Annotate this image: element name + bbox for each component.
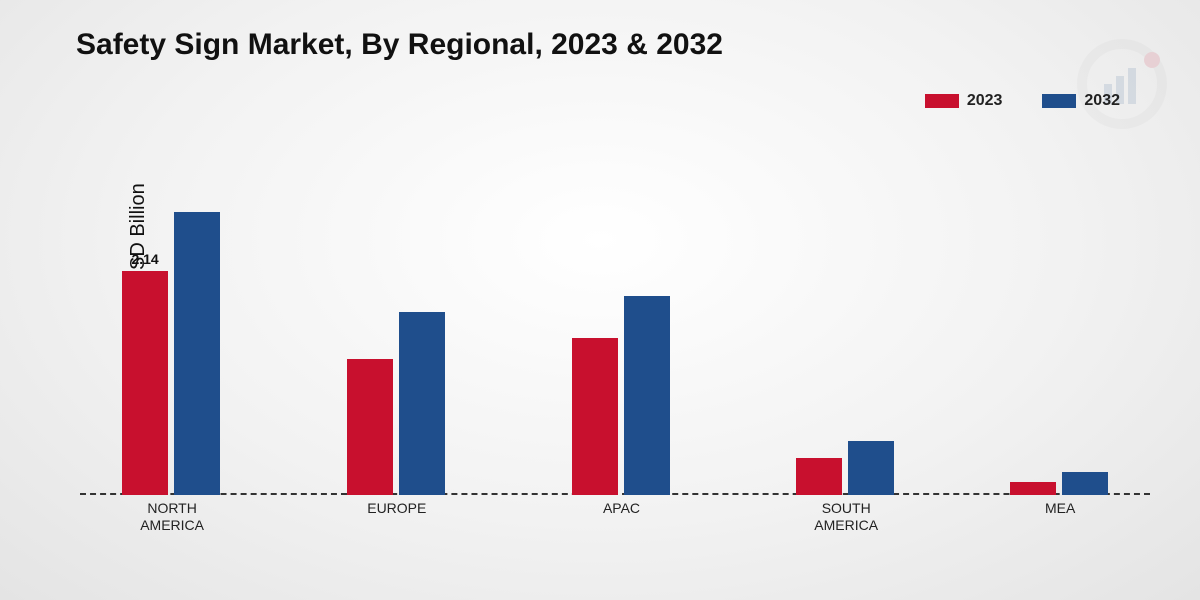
x-axis-label: MEA: [1000, 500, 1120, 517]
chart-title: Safety Sign Market, By Regional, 2023 & …: [76, 28, 723, 62]
legend-item-2023: 2023: [925, 92, 1003, 110]
plot-area: 2.14: [80, 160, 1150, 495]
x-axis-label: EUROPE: [337, 500, 457, 517]
legend-label-2032: 2032: [1084, 92, 1120, 110]
bar: [347, 359, 393, 495]
bar: [1010, 482, 1056, 495]
legend-swatch-2023: [925, 94, 959, 108]
x-axis-label: SOUTHAMERICA: [786, 500, 906, 534]
legend-swatch-2032: [1042, 94, 1076, 108]
bar-group: 2.14: [112, 160, 232, 495]
x-axis-label: APAC: [562, 500, 682, 517]
bar: [174, 212, 220, 495]
watermark-logo: [1074, 36, 1170, 137]
bar-group: [786, 160, 906, 495]
bar-value-label: 2.14: [115, 251, 175, 267]
bar: [122, 271, 168, 495]
x-axis-label: NORTHAMERICA: [112, 500, 232, 534]
bar: [1062, 472, 1108, 495]
bar: [572, 338, 618, 495]
bar-group: [562, 160, 682, 495]
legend-item-2032: 2032: [1042, 92, 1120, 110]
bar: [848, 441, 894, 495]
bar-group: [1000, 160, 1120, 495]
legend: 2023 2032: [925, 92, 1120, 110]
legend-label-2023: 2023: [967, 92, 1003, 110]
bar-group: [337, 160, 457, 495]
bar: [796, 458, 842, 495]
bar: [399, 312, 445, 495]
bar: [624, 296, 670, 495]
